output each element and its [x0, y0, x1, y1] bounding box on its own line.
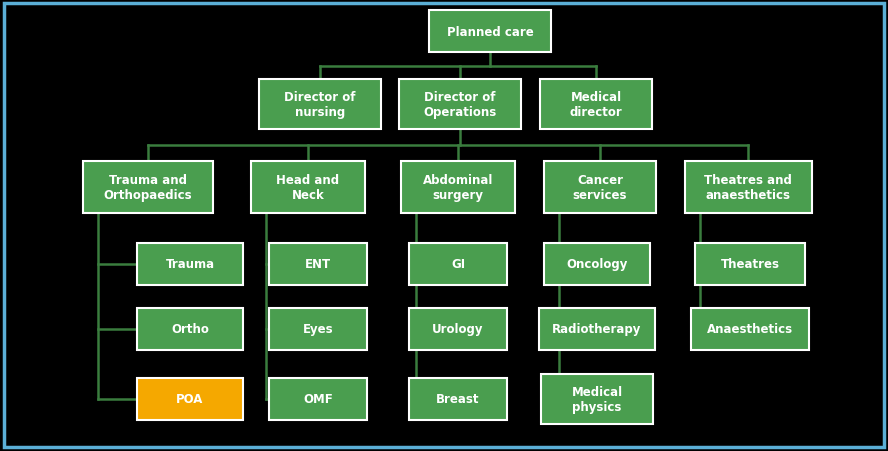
- Text: Urology: Urology: [432, 323, 484, 336]
- FancyBboxPatch shape: [269, 378, 367, 420]
- FancyBboxPatch shape: [540, 80, 652, 130]
- FancyBboxPatch shape: [691, 308, 809, 350]
- Text: Medical
director: Medical director: [569, 91, 622, 119]
- Text: Planned care: Planned care: [447, 25, 534, 38]
- FancyBboxPatch shape: [137, 308, 243, 350]
- Text: Cancer
services: Cancer services: [573, 174, 627, 202]
- FancyBboxPatch shape: [269, 308, 367, 350]
- FancyBboxPatch shape: [269, 244, 367, 285]
- FancyBboxPatch shape: [429, 11, 551, 53]
- Text: Oncology: Oncology: [567, 258, 628, 271]
- Text: Trauma: Trauma: [165, 258, 215, 271]
- Text: Theatres: Theatres: [720, 258, 780, 271]
- FancyBboxPatch shape: [401, 161, 515, 213]
- Text: Radiotherapy: Radiotherapy: [552, 323, 642, 336]
- FancyBboxPatch shape: [259, 80, 381, 130]
- FancyBboxPatch shape: [137, 378, 243, 420]
- Text: Eyes: Eyes: [303, 323, 333, 336]
- Text: Director of
Operations: Director of Operations: [424, 91, 496, 119]
- FancyBboxPatch shape: [409, 244, 507, 285]
- Text: Trauma and
Orthopaedics: Trauma and Orthopaedics: [104, 174, 193, 202]
- FancyBboxPatch shape: [409, 378, 507, 420]
- FancyBboxPatch shape: [685, 161, 812, 213]
- FancyBboxPatch shape: [541, 374, 653, 424]
- Text: Abdominal
surgery: Abdominal surgery: [423, 174, 493, 202]
- Text: Director of
nursing: Director of nursing: [284, 91, 356, 119]
- FancyBboxPatch shape: [695, 244, 805, 285]
- Text: Medical
physics: Medical physics: [572, 385, 622, 413]
- Text: Theatres and
anaesthetics: Theatres and anaesthetics: [704, 174, 792, 202]
- Text: OMF: OMF: [303, 393, 333, 405]
- Text: GI: GI: [451, 258, 465, 271]
- Text: Ortho: Ortho: [171, 323, 209, 336]
- FancyBboxPatch shape: [539, 308, 655, 350]
- Text: POA: POA: [177, 393, 203, 405]
- Text: Breast: Breast: [436, 393, 480, 405]
- FancyBboxPatch shape: [399, 80, 521, 130]
- Text: Anaesthetics: Anaesthetics: [707, 323, 793, 336]
- FancyBboxPatch shape: [409, 308, 507, 350]
- FancyBboxPatch shape: [251, 161, 365, 213]
- Text: Head and
Neck: Head and Neck: [276, 174, 339, 202]
- FancyBboxPatch shape: [544, 244, 650, 285]
- FancyBboxPatch shape: [83, 161, 213, 213]
- Text: ENT: ENT: [305, 258, 331, 271]
- FancyBboxPatch shape: [137, 244, 243, 285]
- FancyBboxPatch shape: [544, 161, 656, 213]
